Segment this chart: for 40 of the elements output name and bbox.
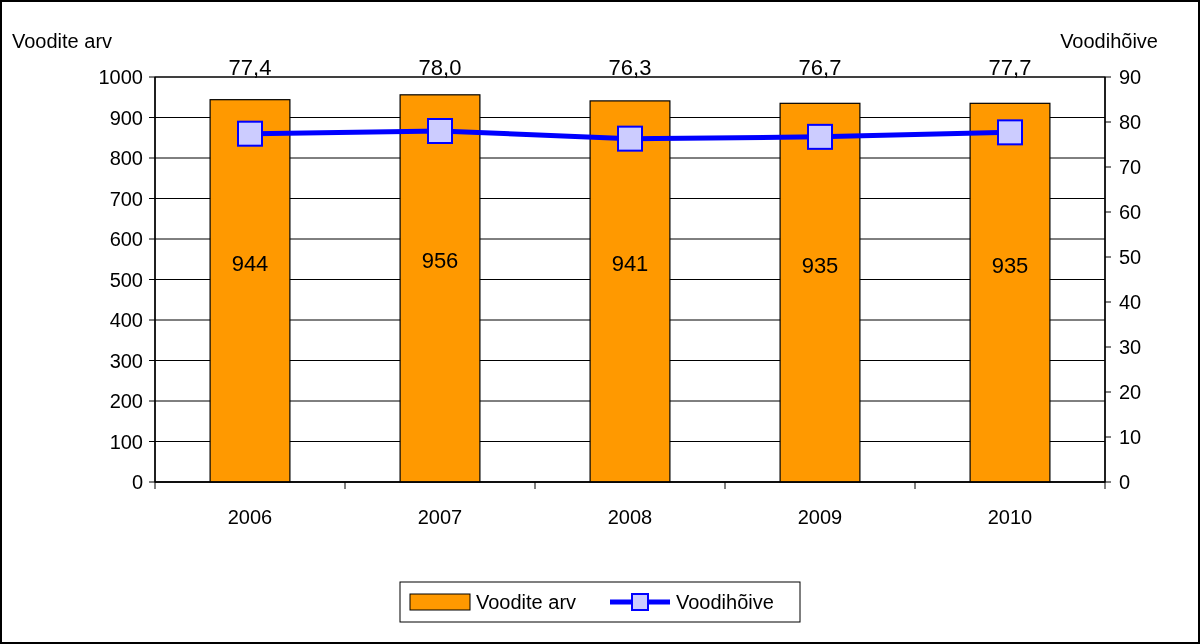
data-label: 935	[991, 252, 1029, 278]
y2-tick-label: 90	[1119, 66, 1142, 88]
y2-tick-label: 40	[1119, 291, 1142, 313]
y2-tick-label: 70	[1119, 156, 1142, 178]
y2-tick-label: 0	[1119, 471, 1131, 493]
y-tick-label: 400	[109, 309, 143, 331]
y-tick-label: 600	[109, 228, 143, 250]
x-tick-label: 2010	[987, 506, 1033, 528]
data-label: 941	[611, 251, 649, 277]
data-label: 956	[421, 248, 459, 274]
y2-tick-label: 30	[1119, 336, 1142, 358]
y-tick-label: 300	[109, 349, 143, 372]
y2-tick-label: 60	[1119, 201, 1142, 223]
y-tick-label: 500	[109, 268, 143, 291]
y-tick-label: 0	[131, 471, 143, 493]
legend-label: Voodihõive	[676, 591, 774, 613]
data-label: 76,3	[608, 55, 652, 80]
y2-tick-label: 10	[1119, 426, 1142, 448]
y-tick-label: 800	[109, 147, 143, 169]
legend-label: Voodite arv	[476, 591, 577, 613]
x-tick-label: 2009	[797, 506, 843, 528]
data-label: 77,7	[988, 55, 1032, 80]
y2-tick-label: 80	[1119, 111, 1142, 133]
y-tick-label: 1000	[98, 66, 143, 88]
x-tick-label: 2008	[607, 506, 653, 528]
y-tick-label: 200	[109, 390, 143, 412]
y-tick-label: 700	[109, 187, 143, 210]
y-tick-label: 100	[109, 430, 143, 453]
y-tick-label: 900	[109, 106, 143, 129]
x-tick-label: 2007	[417, 506, 463, 528]
x-tick-label: 2006	[227, 506, 273, 528]
data-label: 78,0	[418, 55, 462, 80]
y-axis-title: Voodite arv	[12, 30, 113, 52]
data-label: 77,4	[228, 55, 272, 80]
y2-tick-label: 50	[1119, 246, 1142, 268]
data-label: 935	[801, 252, 839, 278]
data-label: 944	[231, 250, 269, 276]
y2-tick-label: 20	[1119, 381, 1142, 403]
data-label: 76,7	[798, 55, 842, 80]
y2-axis-title: Voodihõive	[1060, 30, 1158, 52]
